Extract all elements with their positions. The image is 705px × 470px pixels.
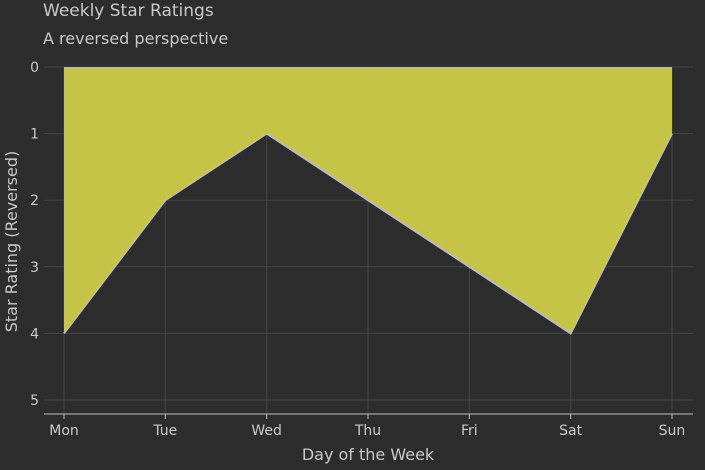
series-line <box>63 132 673 335</box>
x-tick-label: Tue <box>152 423 177 439</box>
x-tick-label: Mon <box>49 423 79 439</box>
x-tick-label: Wed <box>251 423 282 439</box>
chart-title: Weekly Star Ratings <box>43 1 214 21</box>
chart-subtitle: A reversed perspective <box>43 29 229 48</box>
y-tick-label: 1 <box>30 127 39 143</box>
y-tick-label: 4 <box>30 326 39 342</box>
x-tick-label: Sat <box>559 423 582 439</box>
y-tick-label: 2 <box>30 193 39 209</box>
x-axis-title: Day of the Week <box>302 445 435 464</box>
x-tick-label: Fri <box>461 423 478 439</box>
x-axis-ticks: Mon Tue Wed Thu Fri Sat Sun <box>49 414 685 439</box>
y-tick-label: 3 <box>30 260 39 276</box>
y-tick-label: 5 <box>30 393 39 409</box>
y-axis-ticks: 0 1 2 3 4 5 <box>30 60 39 409</box>
y-axis-title: Star Rating (Reversed) <box>2 151 21 333</box>
x-tick-label: Sun <box>659 423 686 439</box>
y-tick-label: 0 <box>30 60 39 76</box>
x-tick-label: Thu <box>354 423 381 439</box>
